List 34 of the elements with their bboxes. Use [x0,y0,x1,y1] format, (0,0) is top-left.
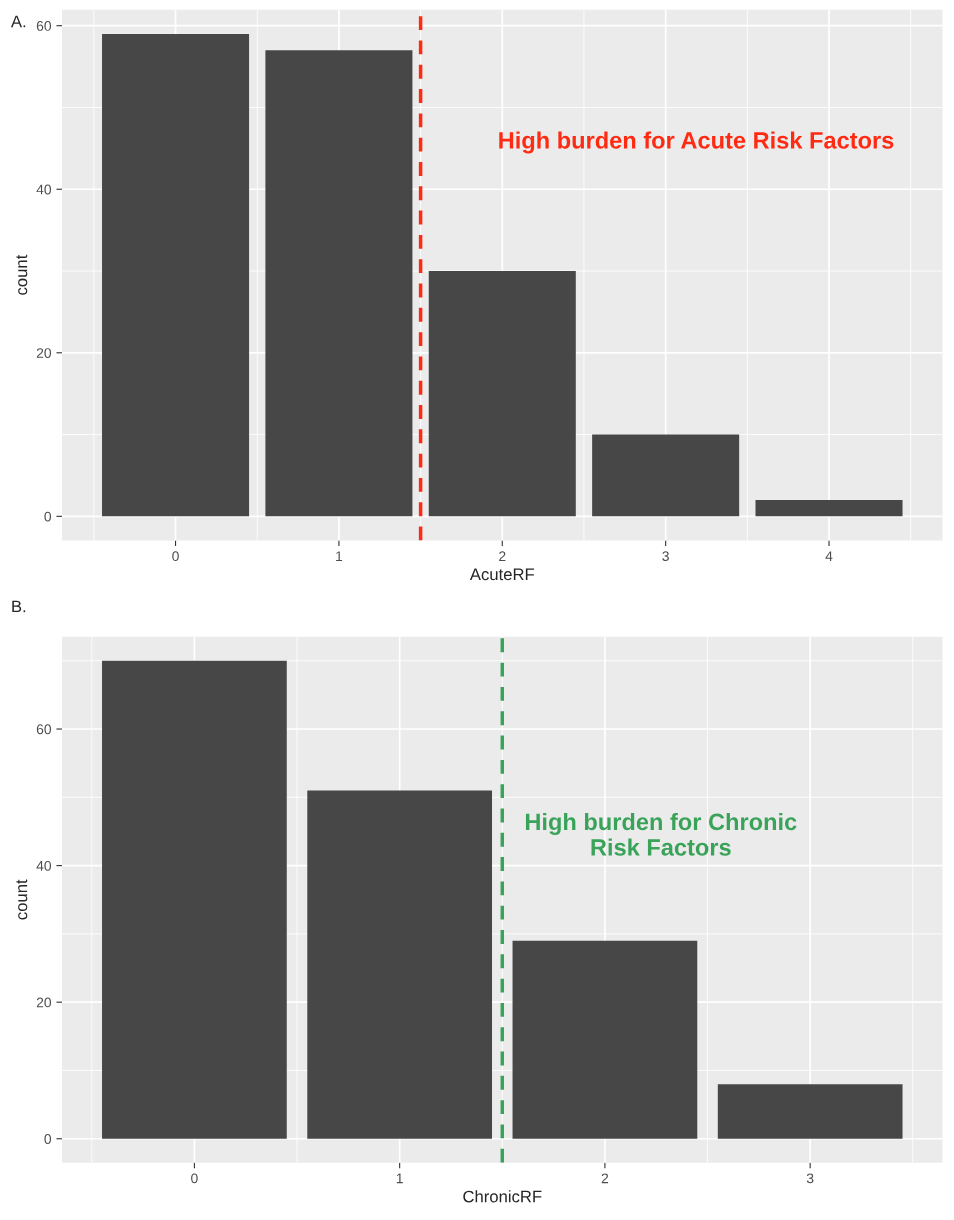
x-tick-label: 0 [172,551,179,562]
bar [717,1084,903,1139]
x-axis-title: ChronicRF [463,1190,542,1203]
annotation: High burden for Acute Risk Factors [499,131,894,154]
y-tick-label: 20 [36,997,52,1008]
y-axis-title: count [16,254,28,295]
x-tick-label: 1 [336,551,343,561]
x-tick-label: 3 [806,1173,814,1184]
bar [428,271,576,517]
bar [755,499,903,517]
x-tick-label: 4 [825,551,833,561]
bar [102,660,287,1139]
bar [265,50,413,517]
y-axis-title: count [16,879,28,920]
x-tick-label: 0 [191,1173,198,1184]
x-tick-label: 3 [662,551,669,562]
x-axis-title: AcuteRF [469,568,535,581]
bar [512,940,698,1139]
bar [102,33,250,517]
y-tick-label: 60 [36,724,52,735]
y-tick-label: 40 [36,184,52,195]
y-tick-label: 20 [36,348,52,358]
bar [592,434,740,517]
x-tick-label: 2 [601,1173,609,1184]
y-tick-label: 0 [44,1134,52,1144]
x-tick-label: 1 [396,1173,403,1184]
chart-title: A. [10,15,26,28]
y-tick-label: 40 [36,860,52,871]
annotation: High burden for Chronic Risk Factors [525,812,797,856]
y-tick-label: 60 [36,21,52,31]
bar [307,790,493,1139]
x-tick-label: 2 [499,551,506,561]
y-tick-label: 0 [44,511,52,522]
chart-title: B. [12,600,26,613]
